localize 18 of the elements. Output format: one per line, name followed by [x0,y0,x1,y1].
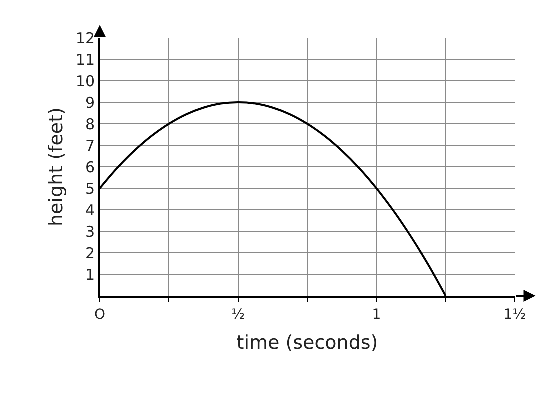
x-tick-label: 1 [372,306,382,323]
y-tick-label: 5 [85,180,95,198]
y-tick-label: 8 [85,115,95,134]
y-tick-label: 2 [85,244,95,262]
y-tick-label: 7 [85,136,95,155]
y-tick-label: 9 [85,94,95,112]
y-tick-label: 10 [76,72,95,90]
y-tick-label: 6 [85,158,95,176]
y-tick-label: 1 [85,266,95,284]
x-axis-title: time (seconds) [236,332,378,354]
y-tick-label: 11 [76,50,95,69]
x-tick-label: 1½ [504,306,526,323]
y-tick-label: 4 [85,201,95,220]
y-axis-title: height (feet) [45,108,68,226]
y-tick-label: 3 [85,222,95,241]
x-tick-label: ½ [232,306,246,323]
x-tick-label: O [94,306,106,323]
y-tick-label: 12 [76,29,95,48]
